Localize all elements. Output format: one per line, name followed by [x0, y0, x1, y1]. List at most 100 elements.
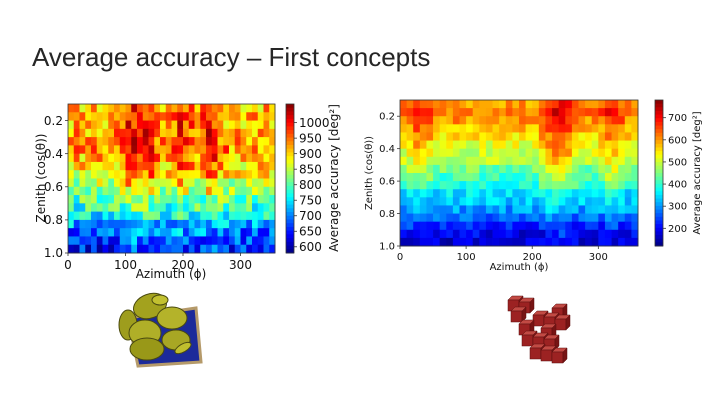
heatmap-cell	[68, 137, 75, 146]
heatmap-cell	[223, 211, 230, 221]
heatmap-cell	[466, 213, 474, 223]
heatmap-cell	[217, 211, 224, 221]
heatmap-cell	[519, 100, 527, 109]
heatmap-cell	[211, 161, 218, 171]
heatmap-cell	[229, 228, 236, 237]
heatmap-cell	[578, 108, 586, 117]
heatmap-cell	[631, 140, 639, 150]
heatmap-cell	[257, 203, 264, 213]
heatmap-cell	[585, 100, 593, 109]
heatmap-cell	[183, 203, 190, 213]
heatmap-cell	[618, 213, 626, 223]
heatmap-cell	[499, 116, 507, 125]
heatmap-cell	[269, 219, 276, 229]
heatmap-cell	[585, 173, 593, 182]
heatmap-cell	[439, 173, 447, 182]
heatmap-cell	[171, 137, 178, 146]
heatmap-cell	[446, 164, 454, 174]
heatmap-cell	[400, 189, 408, 198]
heatmap-cell	[85, 186, 92, 196]
heatmap-cell	[142, 153, 149, 163]
heatmap-cell	[485, 213, 493, 223]
heatmap-cell	[91, 203, 98, 213]
heatmap-cell	[91, 112, 98, 121]
heatmap-cell	[519, 213, 527, 223]
heatmap-cell	[545, 229, 553, 239]
heatmap-cell	[479, 156, 487, 166]
heatmap-cell	[263, 228, 270, 237]
heatmap-cell	[525, 156, 533, 166]
heatmap-cell	[479, 205, 487, 214]
heatmap-cell	[618, 237, 626, 247]
heatmap-cell	[177, 145, 184, 155]
heatmap-cell	[108, 228, 115, 237]
heatmap-cell	[624, 237, 632, 247]
heatmap-cell	[591, 100, 599, 109]
heatmap-cell	[591, 221, 599, 231]
heatmap-cell	[240, 195, 247, 204]
heatmap-cell	[73, 170, 80, 179]
heatmap-cell	[137, 112, 144, 121]
heatmap-cell	[499, 100, 507, 109]
heatmap-cell	[413, 221, 421, 231]
heatmap-cell	[252, 178, 259, 188]
heatmap-cell	[585, 197, 593, 206]
heatmap-cell	[598, 221, 606, 231]
heatmap-cell	[211, 104, 218, 113]
heatmap-cell	[618, 221, 626, 231]
heatmap-cell	[217, 112, 224, 121]
heatmap-cell	[200, 186, 207, 196]
heatmap-cell	[532, 237, 540, 247]
heatmap-cell	[624, 116, 632, 125]
heatmap-cell	[604, 156, 612, 166]
heatmap-cell	[525, 221, 533, 231]
heatmap-cell	[183, 170, 190, 179]
heatmap-cell	[137, 170, 144, 179]
heatmap-cell	[119, 203, 126, 213]
heatmap-cell	[252, 161, 259, 171]
colorbar-segment	[655, 224, 663, 229]
heatmap-cell	[257, 244, 264, 254]
heatmap-cell	[525, 116, 533, 125]
colorbar-tick-label: 700	[299, 209, 322, 223]
heatmap-cell	[85, 211, 92, 221]
heatmap-cell	[188, 104, 195, 113]
heatmap-cell	[400, 205, 408, 214]
heatmap-cell	[131, 219, 138, 229]
heatmap-cell	[79, 186, 86, 196]
heatmap-cell	[177, 219, 184, 229]
heatmap-cell	[217, 236, 224, 246]
heatmap-cell	[119, 236, 126, 246]
heatmap-cell	[611, 221, 619, 231]
heatmap-cell	[142, 178, 149, 188]
heatmap-cell	[194, 170, 201, 179]
heatmap-cell	[492, 156, 500, 166]
heatmap-cell	[604, 116, 612, 125]
colorbar-segment	[286, 174, 294, 179]
colorbar-segment	[655, 209, 663, 214]
heatmap-cell	[142, 219, 149, 229]
heatmap-cell	[512, 205, 520, 214]
heatmap-cell	[413, 181, 421, 190]
heatmap-cell	[263, 203, 270, 213]
heatmap-cell	[91, 128, 98, 138]
heatmap-cell	[73, 236, 80, 246]
heatmap-cell	[102, 195, 109, 204]
heatmap-cell	[183, 120, 190, 130]
heatmap-cell	[578, 156, 586, 166]
heatmap-cell	[466, 116, 474, 125]
heatmap-cell	[91, 228, 98, 237]
heatmap-cell	[234, 112, 241, 121]
heatmap-cell	[512, 189, 520, 198]
heatmap-cell	[545, 237, 553, 247]
heatmap-cell	[188, 145, 195, 155]
colorbar-segment	[286, 219, 294, 224]
y-tick-label: 0.8	[44, 213, 63, 227]
heatmap-cell	[611, 156, 619, 166]
heatmap-cell	[618, 197, 626, 206]
colorbar-segment	[286, 167, 294, 172]
y-tick-label: 0.8	[379, 209, 395, 220]
heatmap-cell	[492, 124, 500, 133]
colorbar-segment	[286, 215, 294, 220]
colorbar-segment	[655, 151, 663, 156]
